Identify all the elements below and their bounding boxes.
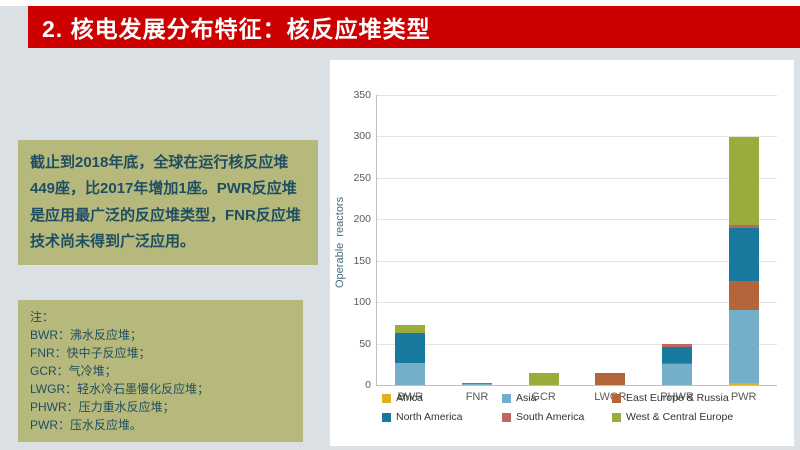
gridline (377, 260, 777, 262)
legend-label: Asia (516, 392, 537, 404)
legend-swatch (502, 412, 511, 422)
gridline (377, 95, 777, 96)
legend-label: East Europe & Russia (626, 392, 729, 404)
y-axis-title: Operable reactors (334, 196, 346, 288)
x-tick-label: PWR (730, 391, 757, 403)
y-tick-label: 150 (353, 254, 371, 267)
top-margin-strip (0, 0, 800, 6)
bar-segment (462, 384, 492, 385)
legend-swatch (502, 393, 511, 403)
bar-segment (395, 325, 426, 333)
legend-item: South America (502, 411, 612, 423)
x-tick-label: BWR (397, 391, 424, 403)
gridline (377, 219, 777, 221)
bar-segment (528, 372, 559, 385)
legend-swatch (382, 393, 391, 403)
x-tick-label: PHWR (660, 391, 694, 403)
bar-segment (395, 363, 426, 385)
abbreviation-note-textbox: 注： BWR：沸水反应堆； FNR：快中子反应堆； GCR：气冷堆； LWGR：轻水冷石… (18, 300, 303, 442)
plot-area: 0 50 100 150 200 250 300 350 BWR FNR GCR LWGR PHWR PW… (353, 89, 777, 403)
y-tick-label: 250 (353, 171, 371, 184)
y-tick-label: 50 (359, 337, 371, 350)
chart-legend: Africa Asia East Europe & Russia North Amer… (382, 392, 733, 423)
bar-segment (395, 332, 426, 364)
legend-label: Africa (396, 392, 423, 404)
legend-label: West & Central Europe (626, 411, 734, 423)
y-tick-label: 300 (353, 130, 371, 143)
gridline (377, 302, 777, 304)
legend-item: East Europe & Russia (612, 392, 733, 404)
summary-text: 截止到2018年底，全球在运行核反应堆449座，比2017年增加1座。PWR反应… (30, 154, 301, 250)
note-line: 注： (30, 310, 55, 324)
x-tick-label: GCR (531, 391, 556, 403)
y-tick-label: 350 (353, 89, 371, 101)
note-line: BWR：沸水反应堆； (30, 328, 142, 342)
bar-segment (595, 372, 626, 385)
note-line: PHWR：压力重水反应堆； (30, 400, 175, 414)
bar-segment (462, 382, 492, 385)
legend-swatch (382, 412, 391, 422)
x-tick-label: FNR (465, 391, 489, 403)
note-line: LWGR：轻水冷石墨慢化反应堆； (30, 382, 210, 396)
y-tick-label: 100 (353, 296, 371, 309)
bar-segment (728, 383, 759, 385)
legend-label: North America (396, 411, 463, 423)
gridline (377, 177, 777, 179)
bar-segment (662, 346, 692, 363)
gridline (377, 343, 777, 345)
bar-segment (662, 362, 692, 365)
bar-segment (662, 344, 692, 347)
bar-segment (662, 364, 692, 385)
y-tick-label: 200 (353, 213, 371, 226)
y-tick-label: 0 (365, 379, 371, 391)
slide-title: 2. 核电发展分布特征：核反应堆类型 (42, 16, 431, 42)
bar-segment (728, 227, 759, 282)
summary-textbox: 截止到2018年底，全球在运行核反应堆449座，比2017年增加1座。PWR反应… (18, 140, 318, 265)
legend-item: North America (382, 411, 502, 423)
slide-title-bar: 2. 核电发展分布特征：核反应堆类型 (28, 6, 800, 48)
legend-item: Africa (382, 392, 502, 404)
bar-segment (728, 137, 759, 226)
note-line: PWR：压水反应堆。 (30, 418, 142, 432)
note-line: GCR：气冷堆； (30, 364, 117, 378)
legend-label: South America (516, 411, 585, 423)
bar-segment (728, 225, 759, 228)
legend-item: West & Central Europe (612, 411, 733, 423)
legend-item: Asia (502, 392, 612, 404)
legend-swatch (612, 412, 621, 422)
legend-swatch (612, 393, 621, 403)
bar-segment (728, 310, 759, 384)
gridline (377, 136, 777, 138)
note-line: FNR：快中子反应堆； (30, 346, 151, 360)
chart-panel: Operable reactors 0 50 100 150 200 250 300 350 B… (330, 60, 794, 446)
bar-segment (728, 281, 759, 311)
